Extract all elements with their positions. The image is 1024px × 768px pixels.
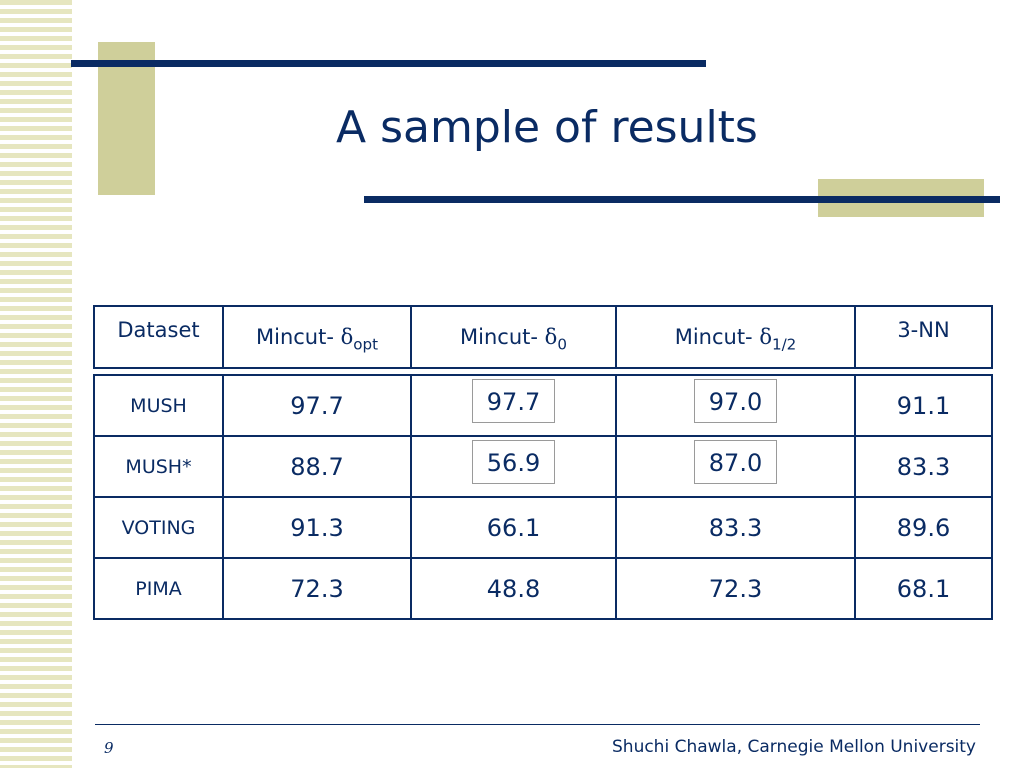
highlight-box: 87.0 [693, 440, 778, 484]
footer-text: Shuchi Chawla, Carnegie Mellon Universit… [612, 737, 976, 757]
header-mincut-0: Mincut- δ0 [410, 305, 617, 369]
title-rule-top [71, 60, 706, 67]
value-cell-highlighted: 97.0 [615, 374, 856, 437]
value-cell: 48.8 [410, 557, 617, 620]
dataset-name: VOTING [93, 496, 224, 559]
title-rule-bottom [364, 196, 1000, 203]
header-dataset: Dataset [93, 305, 224, 369]
value-cell: 91.3 [222, 496, 412, 559]
dataset-name: MUSH [93, 374, 224, 437]
header-mincut-half: Mincut- δ1/2 [615, 305, 856, 369]
highlight-box: 56.9 [471, 440, 556, 484]
value-cell: 83.3 [615, 496, 856, 559]
value-cell-highlighted: 97.7 [410, 374, 617, 437]
highlight-box: 97.0 [693, 379, 778, 423]
table-row: PIMA 72.3 48.8 72.3 68.1 [93, 557, 993, 620]
value-cell: 66.1 [410, 496, 617, 559]
value-cell: 91.1 [854, 374, 993, 437]
dataset-name: PIMA [93, 557, 224, 620]
results-table-header: Dataset Mincut- δopt Mincut- δ0 Mincut- … [93, 305, 993, 369]
table-row: MUSH* 88.7 56.9 87.0 83.3 [93, 435, 993, 498]
value-cell: 89.6 [854, 496, 993, 559]
results-table: MUSH 97.7 97.7 97.0 91.1 MUSH* 88.7 56.9… [93, 374, 993, 620]
header-mincut-opt: Mincut- δopt [222, 305, 412, 369]
dataset-name: MUSH* [93, 435, 224, 498]
value-cell: 97.7 [222, 374, 412, 437]
value-cell: 72.3 [222, 557, 412, 620]
decorative-block-vertical [98, 42, 155, 195]
table-row: MUSH 97.7 97.7 97.0 91.1 [93, 374, 993, 437]
value-cell-highlighted: 87.0 [615, 435, 856, 498]
table-row: VOTING 91.3 66.1 83.3 89.6 [93, 496, 993, 559]
page-number: 9 [104, 739, 114, 757]
slide-title: A sample of results [336, 102, 758, 153]
value-cell: 83.3 [854, 435, 993, 498]
value-cell: 88.7 [222, 435, 412, 498]
value-cell: 68.1 [854, 557, 993, 620]
footer-rule [95, 724, 980, 725]
value-cell: 72.3 [615, 557, 856, 620]
header-3nn: 3-NN [854, 305, 993, 369]
decorative-stripes [0, 0, 72, 768]
value-cell-highlighted: 56.9 [410, 435, 617, 498]
highlight-box: 97.7 [471, 379, 556, 423]
